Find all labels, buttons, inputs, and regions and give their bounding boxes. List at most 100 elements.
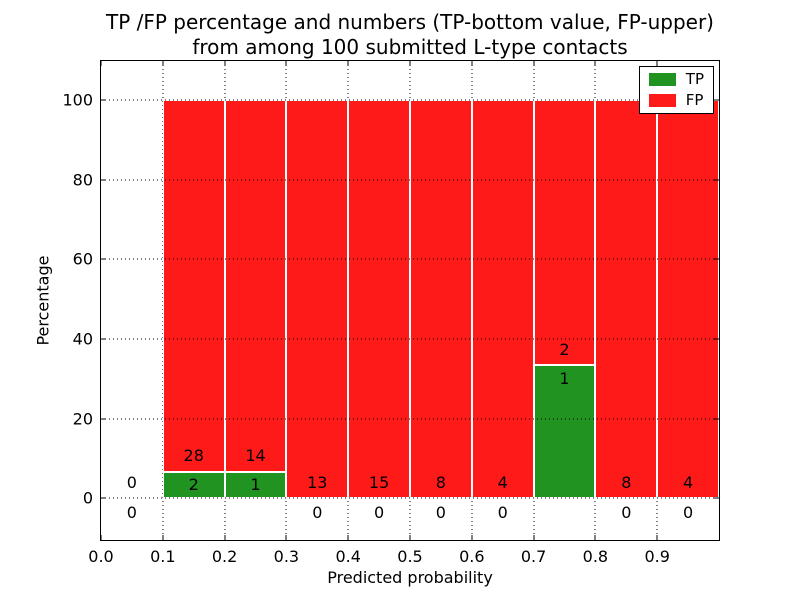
h-gridline [101,99,719,101]
fp-count-label: 4 [497,472,508,492]
x-tick-label: 0.5 [397,547,423,566]
y-tick-label: 20 [72,409,93,429]
x-tick-top [656,61,658,66]
x-tick-bottom [100,535,102,540]
y-tick-left [101,99,106,101]
x-tick-top [162,61,164,66]
y-tick-right [714,497,719,499]
tp-legend-swatch [648,73,676,86]
fp-count-label: 2 [559,339,570,359]
y-tick-label: 80 [72,170,93,190]
chart-title: TP /FP percentage and numbers (TP-bottom… [100,10,720,60]
y-tick-label: 100 [62,90,93,110]
fp-count-label: 14 [245,446,266,466]
h-gridline [101,338,719,340]
fp-bar [162,100,225,472]
chart-title-line2: from among 100 submitted L-type contacts [192,35,628,59]
h-gridline [101,497,719,499]
x-tick-bottom [471,535,473,540]
tp-bar [162,471,225,499]
fp-count-label: 28 [183,446,204,466]
x-tick-bottom [347,535,349,540]
x-tick-bottom [594,535,596,540]
fp-count-label: 4 [682,472,694,492]
fp-count-label: 15 [368,472,390,492]
y-axis-label: Percentage [33,255,53,346]
y-tick-left [101,179,106,181]
tp-count-label: 1 [250,475,261,495]
fp-count-label: 0 [126,472,137,492]
tp-count-label: 0 [373,502,385,522]
y-tick-right [714,179,719,181]
fp-bar [348,100,410,499]
x-tick-label: 0.8 [582,547,609,566]
fp-count-label: 8 [435,472,446,492]
fp-bar [410,100,472,499]
plot-area: 0.0 0.1 0.2 0.3 0.4 0.5 0.6 0.7 0.8 0.9 0 20 40 60 80 1… [62,60,720,566]
tp-count-label: 1 [559,369,570,389]
tp-bar [224,471,287,499]
legend-item-tp: TP [648,70,704,88]
fp-count-label: 8 [621,472,632,492]
x-tick-bottom [285,535,287,540]
tp-count-label: 0 [126,502,137,522]
x-tick-label: 0.3 [273,547,300,566]
fp-bar [471,100,534,499]
x-tick-label: 0.9 [644,547,670,566]
y-tick-label: 60 [72,249,93,269]
x-tick-top [347,61,349,66]
axes: 0.0 0.1 0.2 0.3 0.4 0.5 0.6 0.7 0.8 0.9 0 20 40 60 80 1… [62,61,719,566]
x-tick-bottom [162,535,164,540]
y-tick-right [714,338,719,340]
y-tick-right [714,418,719,420]
y-tick-right [714,99,719,101]
x-tick-label: 0.2 [211,547,238,566]
y-tick-left [101,338,106,340]
x-tick-bottom [409,535,411,540]
fp-bar [286,100,349,499]
x-tick-top [409,61,411,66]
fp-count-label: 13 [307,472,328,492]
x-tick-top [100,61,102,66]
x-tick-label: 0.6 [459,547,485,566]
y-tick-label: 40 [72,329,93,349]
x-tick-label: 0.7 [520,547,547,566]
fp-legend-label: FP [685,91,704,109]
tp-count-label: 0 [682,502,694,522]
x-tick-label: 0.4 [335,547,361,566]
x-tick-label: 0.0 [88,547,114,566]
fp-bar [595,100,658,499]
chart-title-line1: TP /FP percentage and numbers (TP-bottom… [106,10,714,34]
x-tick-top [533,61,535,66]
tp-count-label: 0 [312,502,323,522]
x-tick-bottom [533,535,535,540]
h-gridline [101,258,719,260]
tp-count-label: 0 [621,502,632,522]
y-tick-left [101,418,106,420]
legend: TP FP [638,66,714,114]
x-axis-label: Predicted probability [327,568,493,587]
fp-bar [657,100,719,499]
y-tick-label: 0 [82,488,93,508]
y-tick-left [101,258,106,260]
tp-legend-label: TP [685,70,704,88]
h-gridline [101,418,719,420]
tp-count-label: 0 [435,502,446,522]
y-tick-left [101,497,106,499]
x-tick-label: 0.1 [150,547,176,566]
y-tick-right [714,258,719,260]
x-tick-top [471,61,473,66]
fp-legend-swatch [648,94,676,107]
x-tick-top [594,61,596,66]
h-gridline [101,179,719,181]
fp-bar [224,100,287,472]
tp-count-label: 2 [188,475,199,495]
x-tick-top [285,61,287,66]
legend-item-fp: FP [648,91,704,109]
x-tick-bottom [656,535,658,540]
x-tick-top [224,61,226,66]
tp-bar [533,365,596,499]
fp-bar [533,100,596,366]
x-tick-bottom [224,535,226,540]
